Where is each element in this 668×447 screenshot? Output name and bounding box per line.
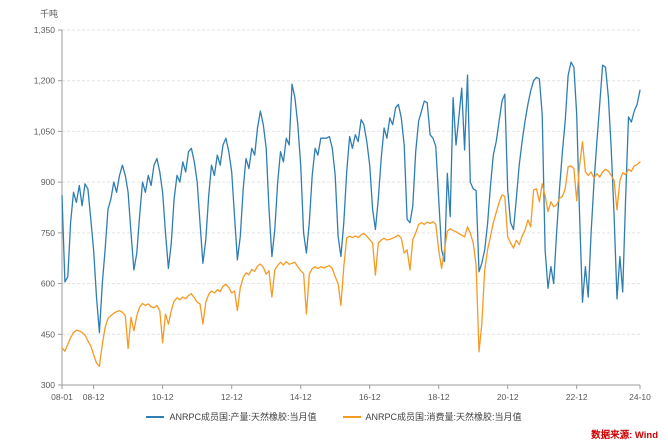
svg-text:16-12: 16-12 xyxy=(359,392,381,402)
svg-text:900: 900 xyxy=(41,177,55,187)
svg-text:22-12: 22-12 xyxy=(566,392,588,402)
svg-text:08-12: 08-12 xyxy=(83,392,105,402)
legend-item-production: ANRPC成员国:产量:天然橡胶:当月值 xyxy=(146,410,317,423)
svg-text:750: 750 xyxy=(41,228,55,238)
svg-text:20-12: 20-12 xyxy=(497,392,519,402)
legend-item-consumption: ANRPC成员国:消费量:天然橡胶:当月值 xyxy=(342,410,522,423)
y-axis-unit-label: 千吨 xyxy=(40,9,59,19)
svg-text:14-12: 14-12 xyxy=(290,392,312,402)
svg-text:12-12: 12-12 xyxy=(221,392,243,402)
consumption-line-swatch xyxy=(342,415,361,418)
svg-text:08-01: 08-01 xyxy=(51,392,73,402)
data-source-label: 数据来源: Wind xyxy=(591,430,658,441)
svg-text:18-12: 18-12 xyxy=(428,392,450,402)
production-line-swatch xyxy=(146,415,165,418)
chart-legend: ANRPC成员国:产量:天然橡胶:当月值 ANRPC成员国:消费量:天然橡胶:当… xyxy=(0,410,668,423)
svg-text:600: 600 xyxy=(41,279,55,289)
svg-text:1,350: 1,350 xyxy=(34,25,56,35)
svg-text:24-10: 24-10 xyxy=(629,392,651,402)
svg-text:10-12: 10-12 xyxy=(152,392,174,402)
svg-text:300: 300 xyxy=(41,380,55,390)
svg-text:1,050: 1,050 xyxy=(34,126,56,136)
svg-text:1,200: 1,200 xyxy=(34,76,56,86)
legend-label-consumption: ANRPC成员国:消费量:天然橡胶:当月值 xyxy=(365,412,522,422)
svg-text:450: 450 xyxy=(41,329,55,339)
legend-label-production: ANRPC成员国:产量:天然橡胶:当月值 xyxy=(169,412,317,422)
